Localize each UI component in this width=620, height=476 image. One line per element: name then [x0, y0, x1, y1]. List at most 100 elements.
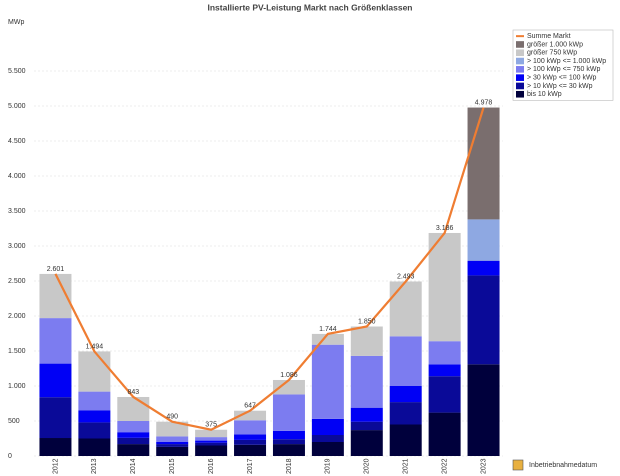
data-label: 647 — [244, 403, 256, 410]
bar-segment — [195, 440, 228, 443]
bar-segment — [117, 437, 150, 445]
bar-segment — [311, 418, 344, 435]
bar-segment — [156, 436, 189, 442]
bar-segment — [428, 364, 461, 377]
bar-segment — [350, 421, 383, 431]
y-tick-label: 5.500 — [8, 68, 26, 75]
bar-segment — [156, 444, 189, 447]
legend-label: größer 750 kWp — [527, 50, 577, 57]
bar-segment — [78, 391, 111, 411]
bar-segment — [117, 432, 150, 438]
y-tick-label: 500 — [8, 418, 20, 425]
line — [54, 107, 485, 431]
x-tick-label: 2017 — [247, 458, 254, 474]
y-tick-label: 4.500 — [8, 138, 26, 145]
data-label: 1.850 — [358, 318, 376, 325]
bar-segment — [389, 424, 422, 456]
bar-segment — [389, 281, 422, 337]
bar-segment — [156, 421, 189, 437]
bar-segment — [467, 364, 500, 456]
y-tick-label: 2.500 — [8, 278, 26, 285]
bar-segment — [78, 422, 111, 439]
y-tick-label: 5.000 — [8, 103, 26, 110]
bar-segment — [389, 402, 422, 425]
bar-segment — [234, 444, 267, 456]
bar-segment — [78, 410, 111, 423]
bar-segment — [467, 107, 500, 220]
bar-segment — [428, 232, 461, 342]
bar-segment — [350, 326, 383, 356]
legend-swatch — [516, 57, 524, 65]
legend-label: > 100 kWp <= 1.000 kWp — [527, 58, 606, 65]
chart-title: Installierte PV-Leistung Markt nach Größ… — [207, 2, 412, 12]
bar-segment — [467, 219, 500, 261]
y-tick-label: 4.000 — [8, 173, 26, 180]
bar-segment — [39, 363, 72, 398]
bar-segment — [428, 341, 461, 365]
data-label: 843 — [127, 389, 139, 396]
bar-segment — [311, 442, 344, 456]
legend-label: größer 1.000 kWp — [527, 41, 583, 48]
data-label: 4.978 — [475, 99, 493, 106]
legend-swatch — [516, 90, 524, 98]
bar-segment — [272, 430, 305, 440]
x-tick-label: 2015 — [169, 458, 176, 474]
bar-segment — [350, 355, 383, 408]
legend-label: bis 10 kWp — [527, 91, 562, 98]
data-label: 1.744 — [319, 326, 337, 333]
x-tick-label: 2023 — [480, 458, 487, 474]
y-tick-label: 1.000 — [8, 383, 26, 390]
legend-swatch — [516, 49, 524, 57]
y-tick-label: 3.000 — [8, 243, 26, 250]
x-tick-label: 2022 — [441, 458, 448, 474]
x-tick-label: 2013 — [91, 458, 98, 474]
bar-segment — [389, 386, 422, 403]
bar-segment — [311, 333, 344, 345]
x-tick-label: 2018 — [286, 458, 293, 474]
bar-segment — [428, 376, 461, 413]
bar-segment — [350, 407, 383, 422]
axis-icon — [512, 459, 524, 471]
bar-segment — [78, 351, 111, 392]
bar-segment — [272, 379, 305, 395]
x-tick-label: 2019 — [325, 458, 332, 474]
data-label: 3.186 — [436, 225, 454, 232]
legend-swatch — [516, 41, 524, 48]
bar-segment — [234, 434, 267, 440]
bar-segment — [39, 318, 72, 364]
bar-segment — [467, 275, 500, 365]
bar-segment — [234, 410, 267, 421]
bar-segment — [272, 394, 305, 431]
x-axis-label: Inbetriebnahmedatum — [529, 462, 597, 469]
bar-segment — [78, 438, 111, 456]
bar-segment — [39, 438, 72, 456]
bar-segment — [117, 421, 150, 433]
y-tick-label: 0 — [8, 453, 12, 460]
bar-segment — [195, 445, 228, 456]
legend-swatch — [516, 74, 524, 81]
legend-box — [512, 29, 614, 101]
bar-segment — [156, 446, 189, 456]
bar-segment — [467, 260, 500, 276]
data-label: 1.086 — [280, 372, 298, 379]
x-tick-label: 2012 — [52, 458, 59, 474]
bar-segment — [389, 336, 422, 386]
bar-segment — [156, 442, 189, 445]
bar-segment — [272, 444, 305, 456]
bar-segment — [195, 437, 228, 441]
bar-segment — [39, 397, 72, 439]
data-label: 490 — [166, 414, 178, 421]
legend-label: > 100 kWp <= 750 kWp — [527, 66, 600, 73]
x-tick-label: 2021 — [403, 458, 410, 474]
legend-label: Summe Markt — [527, 33, 571, 40]
bar-segment — [234, 420, 267, 435]
y-tick-label: 3.500 — [8, 208, 26, 215]
data-label: 2.493 — [397, 273, 415, 280]
legend-label: > 10 kWp <= 30 kWp — [527, 83, 593, 90]
y-tick-label: 2.000 — [8, 313, 26, 320]
legend-label: > 30 kWp <= 100 kWp — [527, 74, 597, 81]
x-tick-label: 2020 — [364, 458, 371, 474]
bar-segment — [195, 442, 228, 446]
legend-swatch — [516, 66, 524, 73]
